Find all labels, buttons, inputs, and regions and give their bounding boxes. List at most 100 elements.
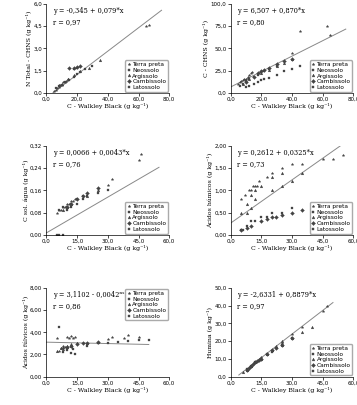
Point xyxy=(289,331,295,337)
Point xyxy=(248,205,254,211)
Point xyxy=(95,339,100,345)
Point xyxy=(320,156,326,162)
Text: r = 0,76: r = 0,76 xyxy=(52,160,80,168)
Point xyxy=(72,333,78,340)
Point xyxy=(54,348,60,354)
Text: y = -0,345 + 0,079*x: y = -0,345 + 0,079*x xyxy=(52,7,123,15)
Point xyxy=(56,207,61,213)
Point xyxy=(54,232,60,238)
Point xyxy=(60,79,66,85)
Point xyxy=(65,76,71,83)
Point xyxy=(64,343,70,350)
Point xyxy=(74,196,80,202)
Point xyxy=(64,204,70,210)
Point xyxy=(289,209,295,216)
Point xyxy=(95,190,100,196)
Point xyxy=(248,363,254,369)
Point xyxy=(248,223,254,229)
Point xyxy=(300,329,305,335)
Point xyxy=(105,340,111,347)
Point xyxy=(243,83,249,90)
Point xyxy=(72,351,78,358)
Point xyxy=(238,227,244,234)
Legend: Terra preta, Neossolo, Argissolo, Cambissolo, Latossolo: Terra preta, Neossolo, Argissolo, Cambis… xyxy=(125,202,168,234)
Point xyxy=(68,201,74,207)
Point xyxy=(265,350,270,357)
Point xyxy=(289,178,295,185)
Point xyxy=(77,67,83,74)
Point xyxy=(243,75,249,82)
Point xyxy=(258,70,264,77)
Point xyxy=(60,207,66,213)
Point xyxy=(289,56,295,62)
Point xyxy=(245,74,250,80)
Point xyxy=(74,64,80,70)
Point xyxy=(269,174,275,180)
Point xyxy=(265,216,270,222)
Point xyxy=(289,335,295,341)
Point xyxy=(238,227,244,234)
Point xyxy=(68,333,74,339)
Point xyxy=(74,340,80,347)
Point xyxy=(68,342,74,349)
Point xyxy=(146,21,152,28)
Point xyxy=(71,66,77,72)
Point xyxy=(328,32,333,38)
Point xyxy=(273,345,278,352)
Point xyxy=(340,151,346,158)
Point xyxy=(246,187,252,194)
Point xyxy=(95,340,100,347)
Point xyxy=(77,63,83,69)
Point xyxy=(238,209,244,216)
Point xyxy=(244,223,250,229)
Point xyxy=(252,359,258,366)
Point xyxy=(273,345,278,352)
Point xyxy=(281,60,287,66)
Point xyxy=(258,183,264,189)
Point xyxy=(66,201,72,207)
Point xyxy=(258,354,264,360)
Point xyxy=(66,77,72,83)
Point xyxy=(72,196,78,202)
Point xyxy=(324,303,330,309)
Point xyxy=(240,81,246,87)
Point xyxy=(68,204,74,210)
Point xyxy=(258,218,264,225)
Point xyxy=(74,196,80,202)
Point xyxy=(65,76,71,83)
Point xyxy=(105,181,111,188)
X-axis label: C - Walkley Black (g kg⁻¹): C - Walkley Black (g kg⁻¹) xyxy=(251,103,333,109)
Point xyxy=(300,324,305,330)
Y-axis label: C - CHNS (g kg⁻¹): C - CHNS (g kg⁻¹) xyxy=(203,20,209,77)
Point xyxy=(60,204,66,210)
Point xyxy=(64,204,70,210)
Point xyxy=(262,67,267,74)
Point xyxy=(59,81,65,87)
Point xyxy=(248,363,254,369)
Point xyxy=(62,204,68,210)
Point xyxy=(269,347,275,353)
Point xyxy=(269,349,275,355)
Point xyxy=(258,214,264,220)
Point xyxy=(252,359,258,366)
Point xyxy=(53,87,59,93)
Point xyxy=(244,200,250,207)
Point xyxy=(246,364,252,371)
Point xyxy=(289,335,295,341)
Point xyxy=(77,69,83,75)
Point xyxy=(281,58,287,64)
Point xyxy=(242,192,248,198)
Point xyxy=(246,72,252,78)
Point xyxy=(249,69,255,76)
Point xyxy=(248,187,254,194)
Point xyxy=(60,343,66,350)
Text: y = 0,0066 + 0,0043*x: y = 0,0066 + 0,0043*x xyxy=(52,149,129,157)
Y-axis label: C sol. água (g kg⁻¹): C sol. água (g kg⁻¹) xyxy=(22,160,29,221)
Point xyxy=(74,64,80,71)
Point xyxy=(64,204,70,210)
Point xyxy=(68,341,74,348)
Point xyxy=(243,78,249,85)
Point xyxy=(121,335,127,341)
Point xyxy=(90,63,95,69)
Point xyxy=(269,347,275,353)
